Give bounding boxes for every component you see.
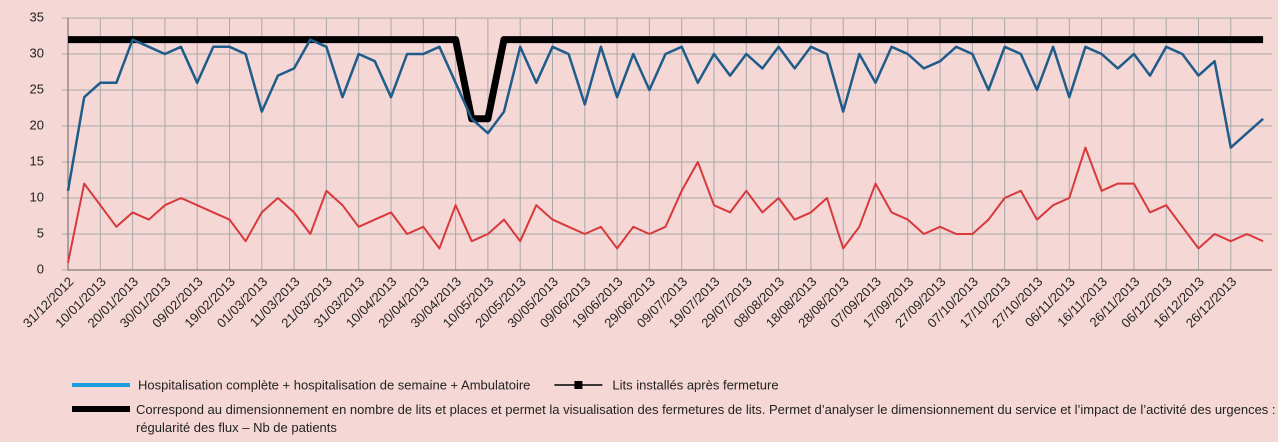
y-tick-label: 0: [37, 261, 44, 276]
y-tick-label: 30: [30, 45, 44, 60]
series-line: [66, 38, 1264, 192]
legend-swatch: [72, 406, 130, 412]
y-tick-label: 5: [37, 225, 44, 240]
legend-label-box: Correspond au dimensionnement en nombre …: [136, 402, 1276, 435]
y-tick-label: 35: [30, 9, 44, 24]
y-tick-label: 15: [30, 153, 44, 168]
series-line: [68, 36, 1264, 123]
legend-marker: [574, 381, 583, 389]
series-line: [67, 146, 1264, 264]
y-tick-label: 25: [30, 81, 44, 96]
y-tick-label: 20: [30, 117, 44, 132]
legend-label: Correspond au dimensionnement en nombre …: [136, 402, 1276, 435]
legend-label: Hospitalisation complète + hospitalisati…: [138, 377, 530, 392]
legend-label: Lits installés après fermeture: [612, 377, 778, 392]
y-tick-label: 10: [30, 189, 44, 204]
